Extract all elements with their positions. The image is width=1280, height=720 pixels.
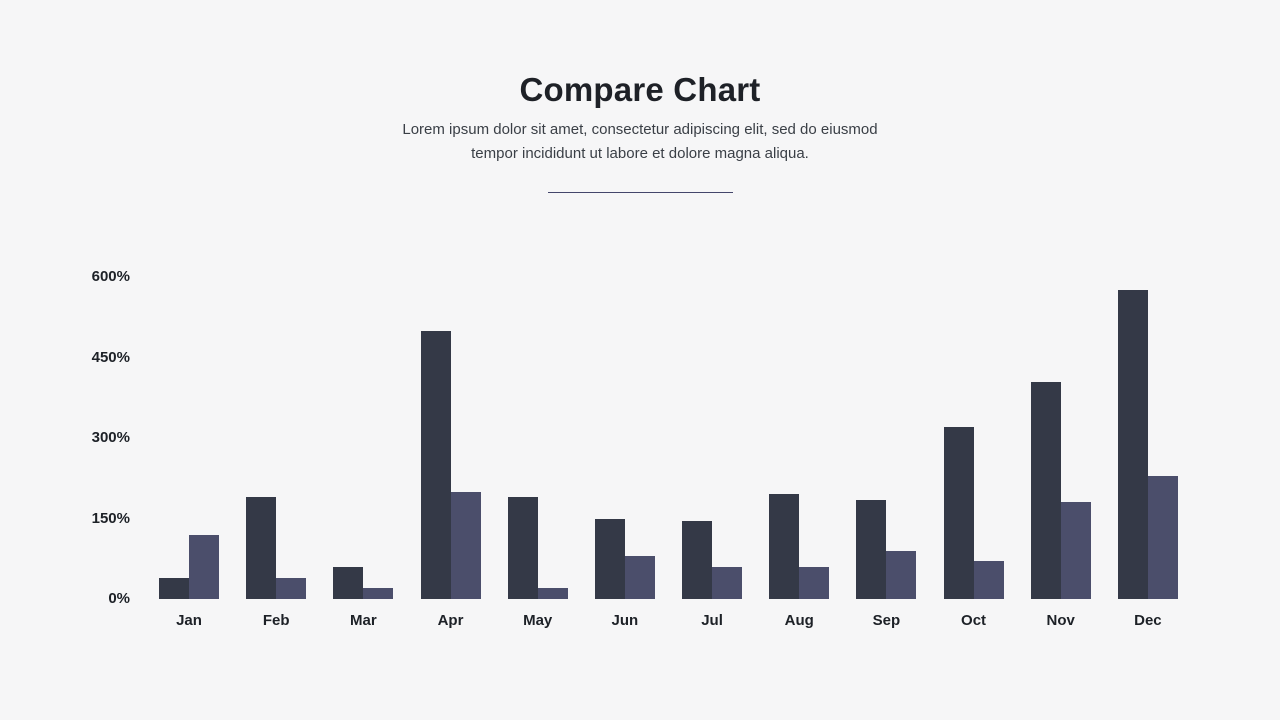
bar-group-may: May: [507, 277, 568, 629]
compare-bar-chart-plot: Jan Feb Mar Apr May Jun Jul Aug Sep Oct Nov Dec: [159, 277, 1178, 629]
series-light-bar-aug: [799, 566, 830, 599]
series-light-bar-nov: [1060, 502, 1091, 599]
chart-header: Compare Chart Lorem ipsum dolor sit amet…: [0, 71, 1280, 193]
x-category-label-dec: Dec: [1134, 612, 1162, 629]
series-light-bar-mar: [363, 588, 394, 599]
series-dark-bar-jun: [594, 518, 625, 599]
x-category-label-jan: Jan: [176, 612, 202, 629]
series-dark-bar-jan: [159, 577, 189, 599]
bar-group-dec: Dec: [1117, 277, 1178, 629]
series-light-bar-oct: [973, 561, 1004, 599]
series-dark-bar-may: [507, 497, 538, 599]
y-tick-label-300: 300%: [91, 429, 130, 446]
series-dark-bar-sep: [856, 499, 887, 599]
bar-group-jan: Jan: [159, 277, 219, 629]
series-light-bar-dec: [1147, 475, 1178, 599]
y-axis: 0% 150% 300% 450% 600%: [0, 268, 130, 607]
bar-group-jul: Jul: [682, 277, 743, 629]
x-category-label-jun: Jun: [611, 612, 639, 629]
series-light-bar-jan: [189, 534, 219, 599]
series-light-bar-jun: [624, 556, 655, 599]
series-dark-bar-nov: [1030, 381, 1061, 599]
series-light-bar-jul: [712, 566, 743, 599]
page-title: Compare Chart: [519, 71, 761, 108]
bar-group-apr: Apr: [420, 277, 481, 629]
x-category-label-may: May: [523, 612, 553, 629]
bar-group-jun: Jun: [594, 277, 655, 629]
series-dark-bar-jul: [682, 521, 713, 599]
bar-group-oct: Oct: [943, 277, 1004, 629]
x-category-label-apr: Apr: [437, 612, 464, 629]
chart-subtitle: Lorem ipsum dolor sit amet, consectetur …: [0, 118, 1280, 166]
bar-group-feb: Feb: [246, 277, 307, 629]
series-dark-bar-mar: [333, 566, 364, 599]
series-dark-bar-aug: [769, 494, 800, 599]
series-dark-bar-oct: [943, 427, 974, 599]
series-light-bar-feb: [276, 577, 307, 599]
series-dark-bar-apr: [420, 330, 451, 599]
bar-group-nov: Nov: [1030, 277, 1091, 629]
series-dark-bar-dec: [1117, 290, 1148, 599]
bar-group-sep: Sep: [856, 277, 917, 629]
x-category-label-sep: Sep: [872, 612, 901, 629]
x-category-label-jul: Jul: [701, 612, 723, 629]
series-light-bar-sep: [886, 550, 917, 599]
bar-group-aug: Aug: [769, 277, 830, 629]
chart-subtitle-line-2: tempor incididunt ut labore et dolore ma…: [471, 145, 809, 162]
series-dark-bar-feb: [246, 497, 277, 599]
x-category-label-mar: Mar: [350, 612, 377, 629]
y-tick-label-150: 150%: [91, 509, 130, 527]
chart-subtitle-line-1: Lorem ipsum dolor sit amet, consectetur …: [402, 121, 878, 138]
x-category-label-nov: Nov: [1046, 612, 1075, 629]
series-light-bar-may: [537, 588, 568, 599]
x-category-label-oct: Oct: [961, 612, 987, 629]
y-tick-label-0: 0%: [108, 590, 130, 607]
x-category-label-feb: Feb: [262, 612, 290, 629]
x-category-label-aug: Aug: [784, 612, 814, 629]
bar-group-mar: Mar: [333, 277, 394, 629]
y-tick-label-600: 600%: [91, 268, 130, 285]
header-divider: [547, 192, 733, 193]
series-light-bar-apr: [450, 491, 481, 599]
y-tick-label-450: 450%: [91, 348, 130, 366]
